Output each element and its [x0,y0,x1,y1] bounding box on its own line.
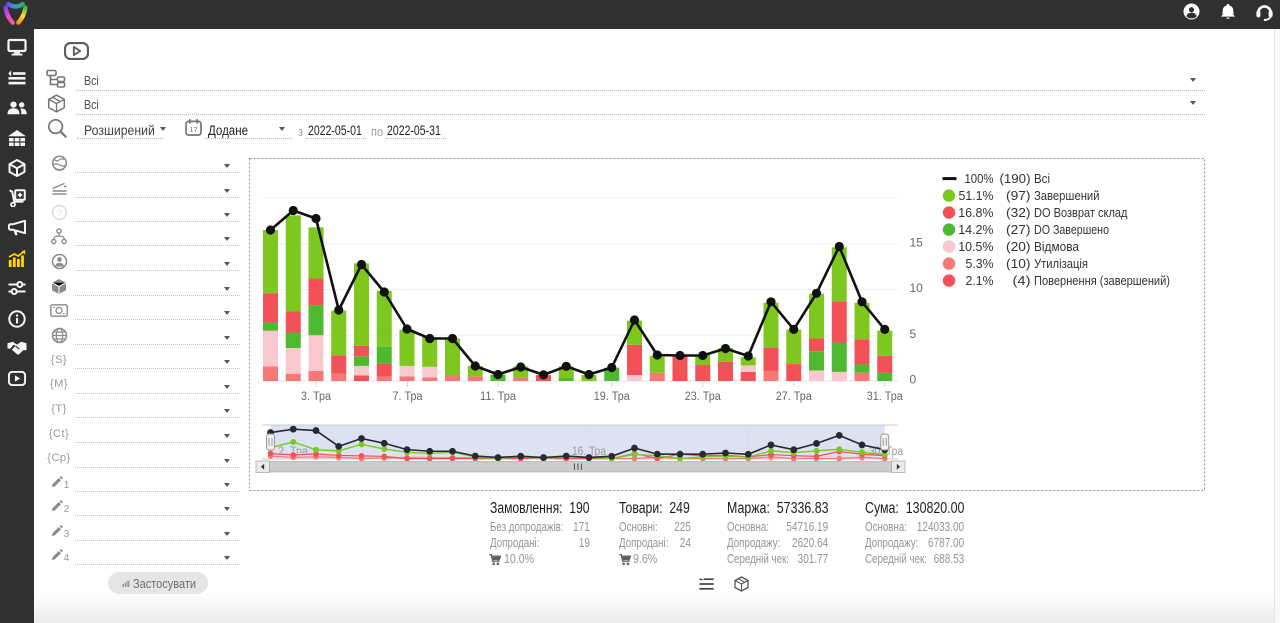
svg-text:27. Тра: 27. Тра [776,391,813,403]
svg-text:16. Тра: 16. Тра [572,446,607,458]
svg-text:11. Тра: 11. Тра [480,391,517,403]
svg-text:Відмова: Відмова [1034,239,1080,254]
svg-text:(20): (20) [1006,239,1031,254]
svg-text:(10): (10) [1006,256,1031,271]
svg-text:31. Тра: 31. Тра [867,391,904,403]
svg-text:51.1%: 51.1% [959,188,994,203]
svg-text:(4): (4) [1013,273,1031,288]
svg-text:Всі: Всі [1034,171,1050,186]
svg-text:19. Тра: 19. Тра [594,391,631,403]
svg-text:100%: 100% [965,171,994,186]
svg-text:10: 10 [910,281,924,295]
svg-text:Утилізація: Утилізація [1034,256,1088,271]
svg-text:2.1%: 2.1% [966,273,994,288]
svg-text:?: ? [56,208,61,219]
svg-text:5.3%: 5.3% [966,256,994,271]
svg-text:7. Тра: 7. Тра [393,391,424,403]
svg-text:(97): (97) [1006,188,1031,203]
svg-text:(32): (32) [1006,205,1031,220]
svg-text:Повернення (завершений): Повернення (завершений) [1034,273,1170,288]
svg-text:(190): (190) [1000,171,1031,186]
svg-text:(27): (27) [1006,222,1031,237]
svg-text:DO Возврат склад: DO Возврат склад [1034,205,1128,220]
svg-text:17: 17 [189,125,197,134]
svg-text:3. Тра: 3. Тра [301,391,332,403]
svg-text:0: 0 [910,373,917,387]
svg-text:23. Тра: 23. Тра [685,391,722,403]
svg-text:15: 15 [910,235,924,249]
svg-text:Завершений: Завершений [1034,188,1100,203]
svg-text:16.8%: 16.8% [958,205,994,220]
svg-text:5: 5 [910,327,917,341]
svg-text:14.2%: 14.2% [958,222,994,237]
svg-text:10.5%: 10.5% [958,239,994,254]
svg-text:DO Завершено: DO Завершено [1034,222,1109,237]
